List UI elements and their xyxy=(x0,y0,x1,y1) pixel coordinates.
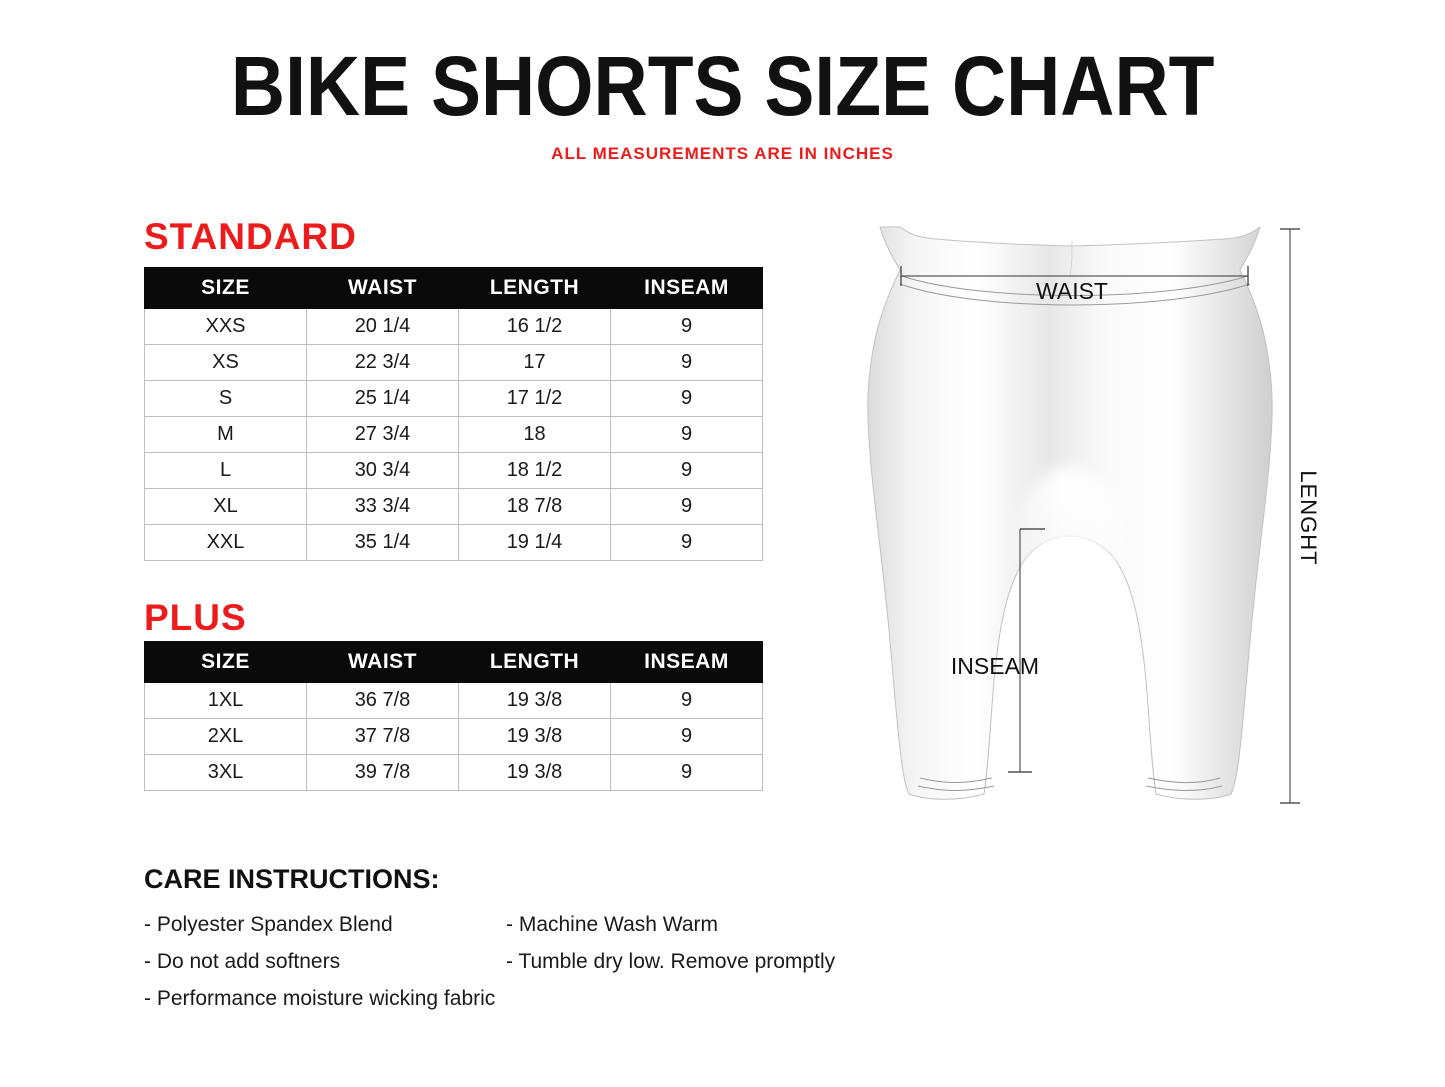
svg-text:LENGHT: LENGHT xyxy=(1296,470,1321,565)
